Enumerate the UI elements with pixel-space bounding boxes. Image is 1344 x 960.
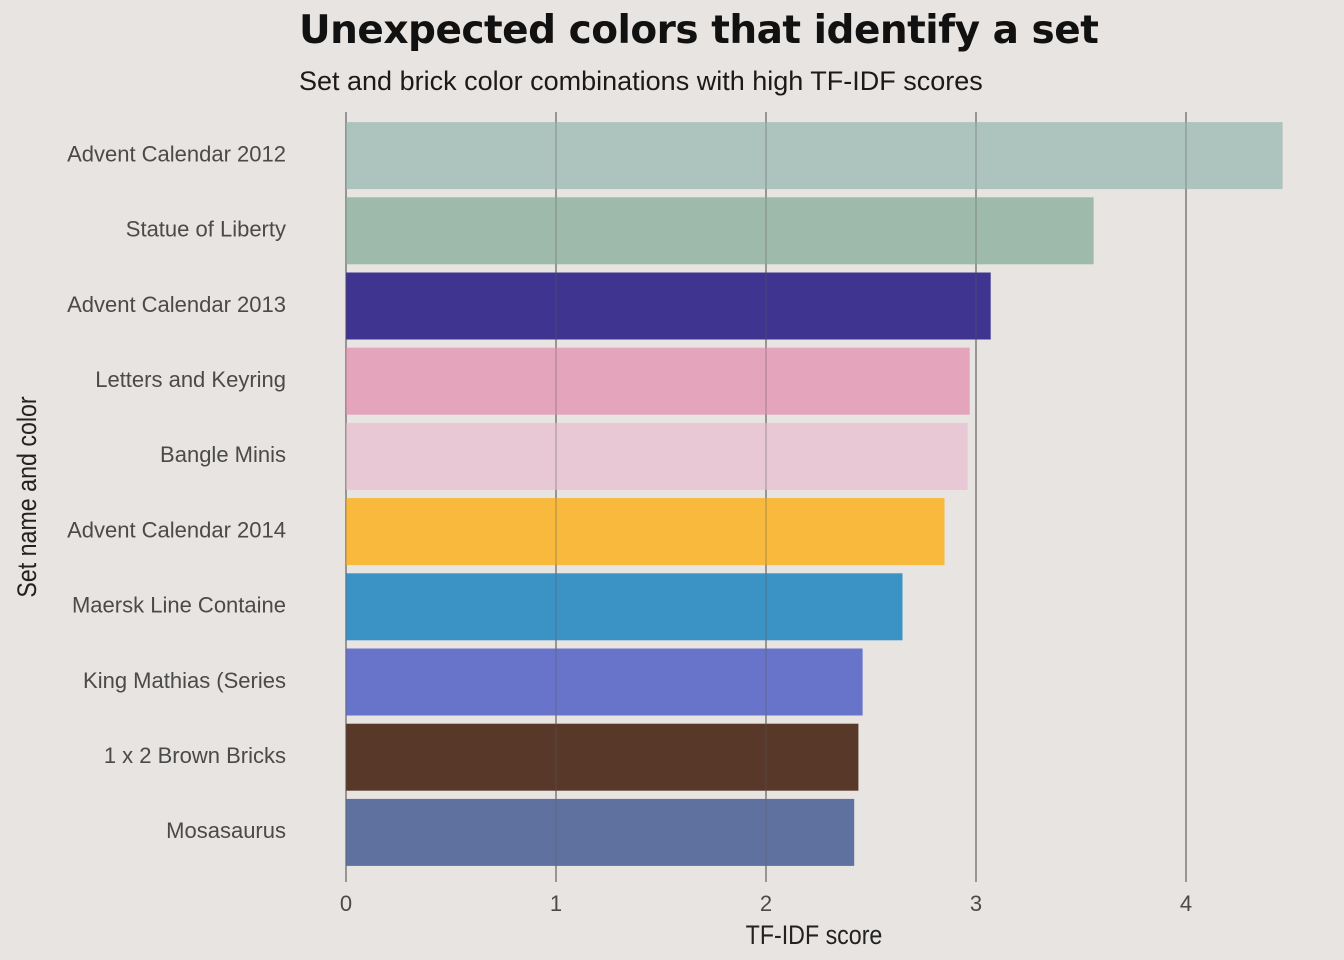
x-tick-labels: 0 1 2 3 4 [340, 891, 1192, 916]
bar-9 [346, 798, 855, 866]
chart-title: Unexpected colors that identify a set [299, 8, 1099, 53]
bar-8 [346, 723, 859, 791]
x-axis-title: TF-IDF score [746, 920, 883, 950]
y-tick-label-9: Mosasaurus [166, 818, 286, 843]
bar-0 [346, 122, 1283, 190]
y-axis-title: Set name and color [12, 396, 42, 597]
bar-3 [346, 347, 970, 415]
bar-2 [346, 272, 991, 340]
bar-7 [346, 648, 863, 716]
bar-1 [346, 197, 1094, 265]
x-tick-label-1: 1 [550, 891, 562, 916]
bar-6 [346, 573, 903, 641]
gridlines-overlay [345, 112, 1187, 882]
y-tick-label-0: Advent Calendar 2012 [67, 141, 286, 166]
y-tick-label-6: Maersk Line Containe [72, 593, 286, 618]
y-tick-label-4: Bangle Minis [160, 442, 286, 467]
y-tick-label-5: Advent Calendar 2014 [67, 517, 286, 542]
y-tick-label-3: Letters and Keyring [95, 367, 286, 392]
x-tick-label-2: 2 [760, 891, 772, 916]
bar-4 [346, 422, 968, 490]
x-tick-label-3: 3 [970, 891, 982, 916]
bar-5 [346, 498, 945, 566]
y-tick-label-1: Statue of Liberty [126, 217, 286, 242]
y-tick-label-7: King Mathias (Series [83, 668, 286, 693]
y-tick-label-8: 1 x 2 Brown Bricks [104, 743, 286, 768]
chart-subtitle: Set and brick color combinations with hi… [299, 66, 983, 96]
x-tick-label-0: 0 [340, 891, 352, 916]
y-tick-label-2: Advent Calendar 2013 [67, 292, 286, 317]
bars [346, 122, 1283, 866]
y-tick-labels: Advent Calendar 2012 Statue of Liberty Adv… [67, 141, 286, 843]
x-tick-label-4: 4 [1180, 891, 1192, 916]
